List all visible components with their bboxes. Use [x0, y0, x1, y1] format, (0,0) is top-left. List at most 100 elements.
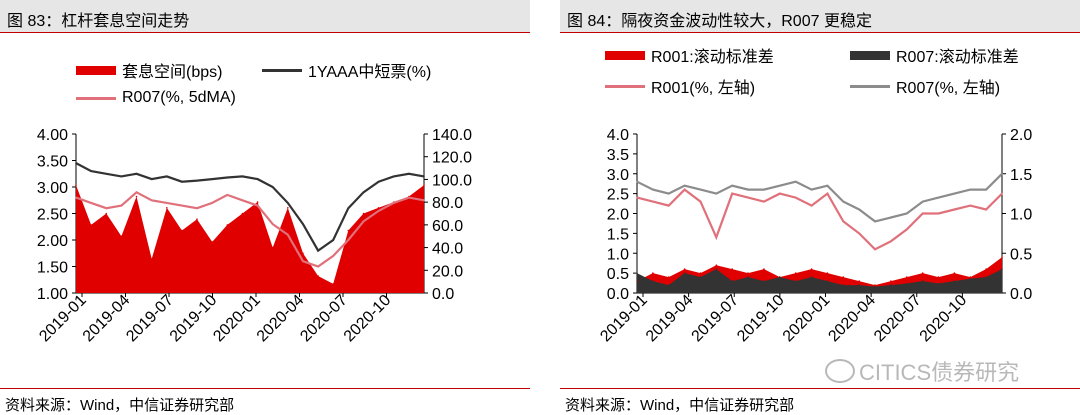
- y-left-tick-label: 0.0: [607, 286, 629, 303]
- series-3-point: [377, 210, 380, 212]
- series-4-point: [667, 192, 670, 195]
- series-3-point: [302, 260, 304, 263]
- legend-swatch-r007-std: [850, 50, 890, 60]
- series-2-point: [779, 276, 781, 278]
- series-1-point: [747, 272, 749, 274]
- legend-swatch-spread: [76, 65, 116, 75]
- series-3-point: [166, 202, 168, 204]
- series-2-point: [105, 173, 108, 175]
- y-right-tick-label: 1.0: [1010, 207, 1032, 224]
- y-right-tick-label: 80.0: [432, 195, 463, 212]
- x-tick-label: 2020-10: [917, 292, 971, 346]
- series-1-point: [287, 207, 289, 209]
- series-3-point: [810, 204, 813, 207]
- series-2-point: [921, 280, 924, 282]
- series-3-point: [105, 207, 108, 209]
- series-3-point: [747, 196, 749, 199]
- series-1-area: [76, 185, 424, 293]
- series-2-point: [423, 175, 425, 178]
- series-3-point: [636, 196, 638, 199]
- left-source-rule: [0, 388, 530, 389]
- y-left-tick-label: 1.5: [607, 226, 629, 243]
- series-1-point: [90, 224, 92, 226]
- series-4-point: [731, 184, 733, 187]
- series-3-point: [794, 196, 797, 199]
- series-2-point: [90, 170, 92, 172]
- left-chart: 1.00 1.50 2.00 2.50 3.00 3.50 4.00 0.0 20.0 40.0 6…: [36, 127, 472, 346]
- series-3-point: [362, 220, 365, 223]
- series-4-point: [858, 208, 860, 211]
- series-1-point: [196, 218, 198, 220]
- series-1-point: [858, 280, 860, 282]
- series-3-line: [636, 188, 1003, 251]
- series-3-point: [317, 265, 319, 268]
- series-3-point: [906, 228, 908, 231]
- series-1-point: [317, 275, 319, 277]
- series-2-point: [347, 207, 350, 209]
- series-1-point: [302, 252, 304, 255]
- series-2-point: [256, 178, 259, 180]
- series-4-point: [747, 188, 749, 191]
- series-1-point: [362, 212, 365, 215]
- legend-label-r007-std: R007:滚动标准差: [896, 49, 1019, 66]
- series-3-line: [75, 190, 425, 268]
- series-1-point: [842, 276, 845, 278]
- left-legend-item-spread: 套息空间(bps): [76, 58, 222, 82]
- series-2-point: [392, 175, 395, 178]
- series-1-point: [241, 212, 244, 215]
- legend-label-r001: R001(%, 左轴): [651, 80, 756, 97]
- left-figure-title: 图 83：杠杆套息空间走势: [7, 13, 190, 30]
- y-right-tick-label: 40.0: [432, 241, 463, 258]
- series-4-point: [715, 192, 718, 195]
- series-2-point: [75, 162, 77, 164]
- series-2-point: [241, 175, 244, 178]
- legend-label-r007: R007(%, 5dMA): [122, 89, 236, 106]
- series-2-point: [166, 175, 168, 178]
- series-2-point: [969, 277, 972, 280]
- series-2-point: [652, 280, 654, 282]
- series-3-point: [181, 204, 183, 207]
- series-1-point: [75, 184, 77, 186]
- series-1-point: [969, 276, 972, 278]
- series-3-point: [256, 204, 259, 207]
- series-3-point: [423, 199, 425, 202]
- series-1-point: [166, 207, 168, 209]
- series-1-point: [211, 241, 213, 243]
- x-tick-label: 2019-10: [167, 292, 221, 346]
- x-tick-label: 2020-10: [341, 292, 395, 346]
- series-1-point: [105, 212, 108, 215]
- series-4-point: [826, 184, 829, 187]
- series-3-point: [969, 204, 972, 207]
- y-left-tick-label: 2.5: [607, 187, 629, 204]
- series-1-point: [937, 276, 940, 278]
- left-legend-item-aaa: 1YAAA中短票(%): [262, 58, 431, 82]
- series-3-point: [347, 239, 350, 241]
- y-left-tick-label: 3.0: [607, 167, 629, 184]
- x-tick-label: 2020-04: [825, 292, 879, 346]
- y-right-tick-label: 20.0: [432, 263, 463, 280]
- series-3-point: [985, 208, 987, 211]
- series-1-point: [135, 195, 138, 198]
- series-3-point: [392, 202, 395, 204]
- series-1-point: [906, 276, 908, 278]
- x-tick-label: 2019-07: [123, 292, 177, 346]
- left-figure-panel: 图 83：杠杆套息空间走势 套息空间(bps) 1YAAA中短票(%) R007…: [0, 0, 530, 415]
- series-1-point: [683, 268, 686, 270]
- series-1-point: [921, 272, 924, 274]
- x-tick-label: 2020-01: [210, 292, 264, 346]
- y-right-tick-label: 120.0: [432, 150, 472, 167]
- series-3-point: [763, 200, 765, 203]
- series-1-point: [150, 258, 153, 260]
- legend-label-r001-std: R001:滚动标准差: [651, 49, 774, 66]
- series-3-point: [287, 233, 289, 236]
- series-2-point: [120, 175, 123, 178]
- series-2-point: [377, 180, 380, 183]
- series-2-point: [408, 173, 410, 175]
- series-4-point: [842, 200, 845, 203]
- series-3-point: [120, 204, 123, 207]
- right-source-note: 资料来源：Wind，中信证券研究部: [565, 397, 795, 414]
- series-2-point: [317, 249, 319, 252]
- series-1-point: [652, 272, 654, 274]
- series-1-point: [890, 280, 892, 282]
- series-1-point: [120, 235, 123, 237]
